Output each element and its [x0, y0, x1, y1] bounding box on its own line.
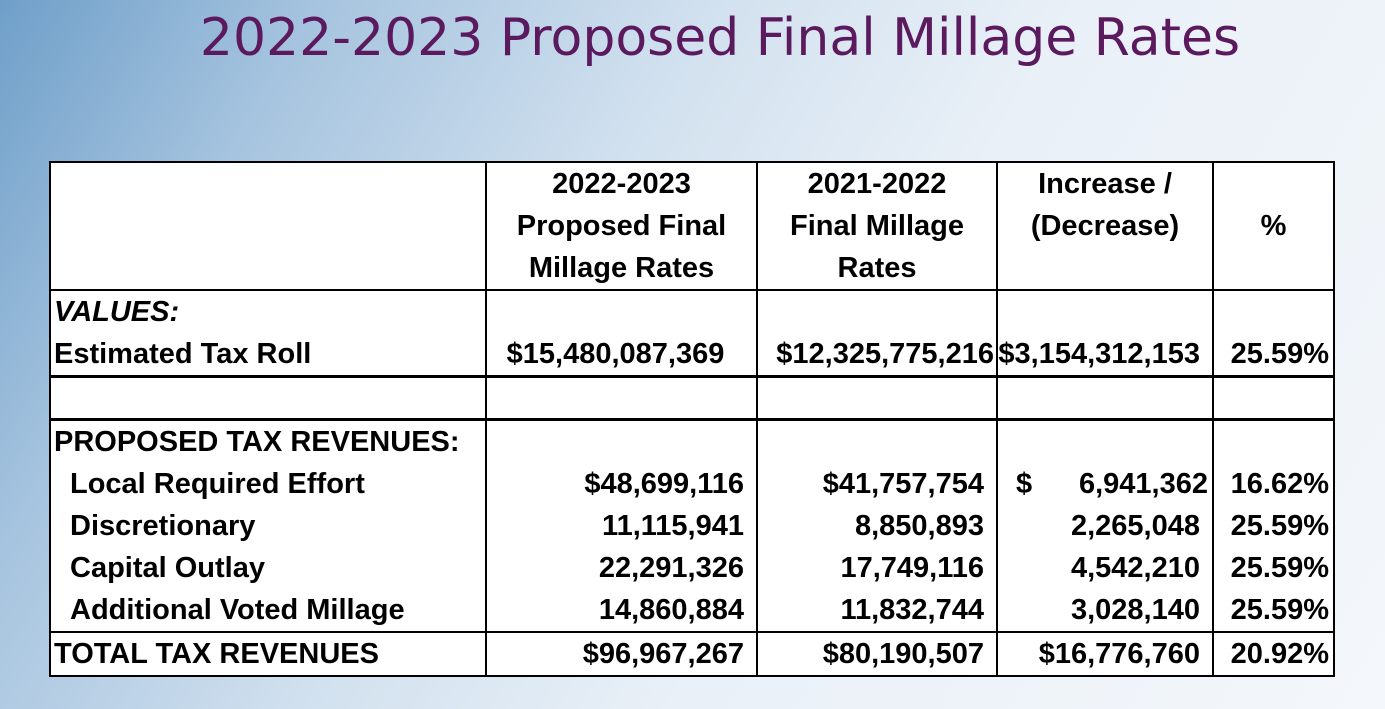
revenue-percent-local-required-effort: 16.62% [1230, 468, 1329, 500]
dollar-sign: $ [1016, 468, 1033, 500]
revenue-2021-local-required-effort: $41,757,754 [822, 468, 984, 500]
page-title: 2022-2023 Proposed Final Millage Rates [199, 8, 1241, 68]
header-2022-2023: 2022-2023 Proposed Final Millage Rates [485, 161, 758, 291]
tax-roll-2022-2023: $15,480,087,369 [485, 289, 758, 378]
total-label: TOTAL TAX REVENUES [49, 631, 487, 677]
header-empty-cell [49, 161, 487, 291]
header-2021-2022: 2021-2022 Final Millage Rates [756, 161, 998, 291]
tax-roll-2021-2022: $12,325,775,216 [756, 289, 998, 378]
header-increase-decrease: Increase / (Decrease) [996, 161, 1214, 291]
revenues-heading: PROPOSED TAX REVENUES: [54, 426, 460, 458]
total-row: TOTAL TAX REVENUES $96,967,267 $80,190,5… [49, 631, 1335, 677]
header-percent: % [1212, 161, 1335, 291]
revenue-increase-discretionary: 2,265,048 [1070, 510, 1200, 542]
revenue-2022-local-required-effort: $48,699,116 [584, 468, 744, 500]
total-2021-2022: $80,190,507 [756, 631, 998, 677]
estimated-tax-roll-label: Estimated Tax Roll [54, 338, 312, 370]
tax-roll-increase: $3,154,312,153 [996, 289, 1214, 378]
total-percent: 20.92% [1212, 631, 1335, 677]
revenue-2022-discretionary: 11,115,941 [602, 510, 744, 542]
revenue-2022-additional-voted-millage: 14,860,884 [598, 594, 744, 626]
revenue-increase-additional-voted-millage: 3,028,140 [1070, 594, 1200, 626]
revenue-label-capital-outlay: Capital Outlay [70, 552, 265, 584]
revenue-label-additional-voted-millage: Additional Voted Millage [70, 594, 405, 626]
spacer-row [49, 375, 1335, 421]
revenue-label-local-required-effort: Local Required Effort [70, 468, 365, 500]
revenue-2021-discretionary: 8,850,893 [854, 510, 984, 542]
tax-roll-percent: 25.59% [1212, 289, 1335, 378]
revenues-block: PROPOSED TAX REVENUES: Local Required Ef… [49, 418, 1335, 633]
revenue-2021-additional-voted-millage: 11,832,744 [840, 594, 984, 626]
total-2022-2023: $96,967,267 [485, 631, 758, 677]
revenue-percent-discretionary: 25.59% [1230, 510, 1329, 542]
values-row: VALUES: Estimated Tax Roll $15,480,087,3… [49, 289, 1335, 378]
values-heading: VALUES: [54, 296, 180, 328]
revenue-increase-capital-outlay: 4,542,210 [1070, 552, 1200, 584]
total-increase: $16,776,760 [996, 631, 1214, 677]
revenue-2021-capital-outlay: 17,749,116 [840, 552, 984, 584]
millage-rates-table: 2022-2023 Proposed Final Millage Rates 2… [49, 161, 1335, 677]
revenue-label-discretionary: Discretionary [70, 510, 256, 542]
table-header-row: 2022-2023 Proposed Final Millage Rates 2… [49, 161, 1335, 291]
revenue-percent-additional-voted-millage: 25.59% [1230, 594, 1329, 626]
revenue-2022-capital-outlay: 22,291,326 [598, 552, 744, 584]
revenue-percent-capital-outlay: 25.59% [1230, 552, 1329, 584]
revenue-increase-local-required-effort: $ 6,941,362 [999, 463, 1211, 505]
